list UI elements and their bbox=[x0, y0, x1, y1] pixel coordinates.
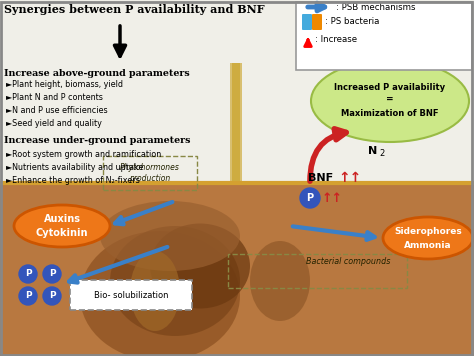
Text: ►Enhance the growth of N₂-fixers: ►Enhance the growth of N₂-fixers bbox=[6, 176, 140, 185]
Ellipse shape bbox=[250, 241, 310, 321]
Text: : PSB mechanisms: : PSB mechanisms bbox=[336, 2, 416, 11]
Text: Cytokinin: Cytokinin bbox=[36, 228, 88, 238]
Text: ►Plant N and P contents: ►Plant N and P contents bbox=[6, 93, 103, 102]
Text: Bacterial compounds: Bacterial compounds bbox=[306, 257, 390, 266]
Text: Increased P availability: Increased P availability bbox=[335, 83, 446, 91]
Bar bbox=[0, 0, 474, 183]
FancyBboxPatch shape bbox=[302, 14, 312, 30]
Text: Maximization of BNF: Maximization of BNF bbox=[341, 109, 439, 117]
Circle shape bbox=[19, 287, 37, 305]
Ellipse shape bbox=[110, 226, 240, 336]
Circle shape bbox=[300, 188, 320, 208]
Text: 2: 2 bbox=[379, 150, 384, 158]
Text: P: P bbox=[306, 193, 314, 203]
FancyBboxPatch shape bbox=[312, 14, 322, 30]
Text: P: P bbox=[49, 292, 55, 300]
Text: ►Root system growth and ramification: ►Root system growth and ramification bbox=[6, 150, 161, 159]
Ellipse shape bbox=[80, 231, 240, 356]
Text: Phytohormones
production: Phytohormones production bbox=[120, 163, 180, 183]
Text: BNF: BNF bbox=[308, 173, 333, 183]
Text: ↑↑: ↑↑ bbox=[338, 171, 361, 185]
Text: ►Plant height, biomass, yield: ►Plant height, biomass, yield bbox=[6, 80, 123, 89]
Text: N: N bbox=[368, 146, 377, 156]
Text: Synergies between P availability and BNF: Synergies between P availability and BNF bbox=[4, 4, 264, 15]
FancyBboxPatch shape bbox=[296, 2, 472, 70]
Text: Bio- solubilization: Bio- solubilization bbox=[94, 290, 168, 299]
Ellipse shape bbox=[14, 205, 110, 247]
Text: P: P bbox=[25, 269, 31, 278]
Text: : PS bacteria: : PS bacteria bbox=[325, 17, 379, 26]
Ellipse shape bbox=[150, 224, 250, 309]
Circle shape bbox=[19, 265, 37, 283]
Text: P: P bbox=[49, 269, 55, 278]
Text: =: = bbox=[386, 94, 394, 104]
Text: P: P bbox=[25, 292, 31, 300]
Ellipse shape bbox=[130, 251, 180, 331]
Text: ►Nutrients availability and uptake: ►Nutrients availability and uptake bbox=[6, 163, 143, 172]
Text: ↑↑: ↑↑ bbox=[322, 192, 343, 204]
Circle shape bbox=[43, 265, 61, 283]
Bar bbox=[0, 183, 474, 356]
Bar bbox=[238, 63, 242, 183]
FancyBboxPatch shape bbox=[70, 280, 192, 310]
Text: Increase above-ground parameters: Increase above-ground parameters bbox=[4, 69, 190, 78]
Text: Increase under-ground parameters: Increase under-ground parameters bbox=[4, 136, 191, 145]
Bar bbox=[230, 63, 234, 183]
Bar bbox=[234, 63, 238, 183]
Text: ►N and P use efficiencies: ►N and P use efficiencies bbox=[6, 106, 108, 115]
Circle shape bbox=[43, 287, 61, 305]
Ellipse shape bbox=[383, 217, 473, 259]
Text: Auxins: Auxins bbox=[44, 214, 81, 224]
Bar bbox=[232, 63, 236, 183]
Text: Ammonia: Ammonia bbox=[404, 241, 452, 250]
Text: : Increase: : Increase bbox=[315, 36, 357, 44]
Text: Siderophores: Siderophores bbox=[394, 226, 462, 236]
Ellipse shape bbox=[311, 60, 469, 142]
Bar bbox=[236, 63, 240, 183]
Ellipse shape bbox=[100, 201, 240, 271]
Text: ►Seed yield and quality: ►Seed yield and quality bbox=[6, 119, 102, 128]
